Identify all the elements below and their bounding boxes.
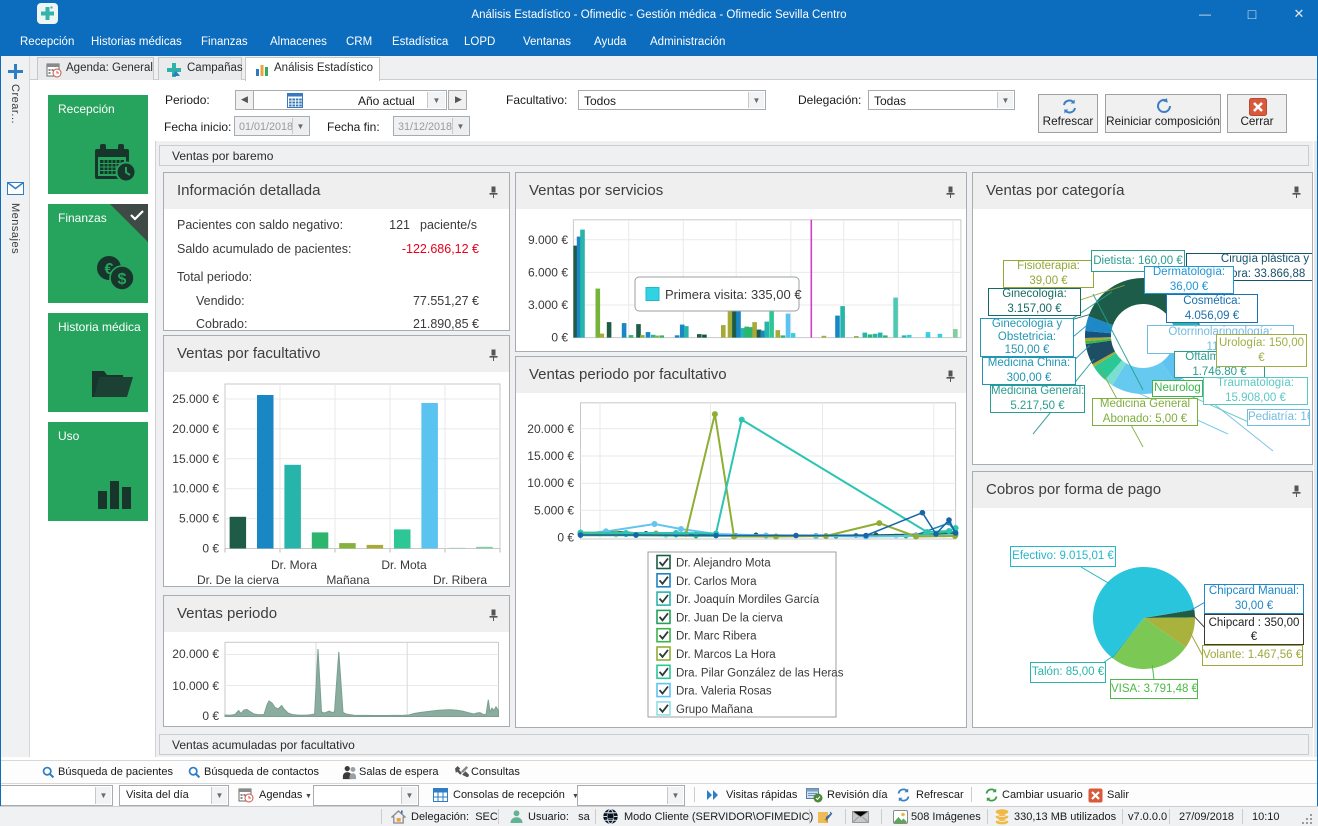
svg-text:Primera visita: 335,00 €: Primera visita: 335,00 € <box>665 287 802 302</box>
svg-text:25.000 €: 25.000 € <box>172 392 219 406</box>
svg-text:Dr. Joaquín Mordiles García: Dr. Joaquín Mordiles García <box>676 594 820 606</box>
svg-text:10.000 €: 10.000 € <box>172 679 219 693</box>
svg-text:5.000 €: 5.000 € <box>534 503 574 517</box>
svg-text:Mañana: Mañana <box>326 573 370 586</box>
svg-text:20.000 €: 20.000 € <box>172 422 219 436</box>
svg-text:Dr. Alejandro Mota: Dr. Alejandro Mota <box>676 558 771 570</box>
svg-text:Dra. Valeria Rosas: Dra. Valeria Rosas <box>676 686 772 698</box>
svg-text:3.000 €: 3.000 € <box>528 298 568 312</box>
svg-text:10.000 €: 10.000 € <box>172 482 219 496</box>
svg-text:Dr. Marcos La Hora: Dr. Marcos La Hora <box>676 649 776 661</box>
svg-text:9.000 €: 9.000 € <box>528 233 568 247</box>
svg-text:€: € <box>105 261 114 278</box>
svg-text:Dr. Carlos Mora: Dr. Carlos Mora <box>676 576 757 588</box>
svg-text:20.000 €: 20.000 € <box>527 422 574 436</box>
svg-text:Dr. Mota: Dr. Mota <box>381 558 427 572</box>
svg-text:Dr. De la cierva: Dr. De la cierva <box>197 573 279 586</box>
svg-text:0 €: 0 € <box>551 331 568 345</box>
svg-text:0 €: 0 € <box>557 531 574 545</box>
svg-text:0 €: 0 € <box>202 542 219 556</box>
svg-text:Dr. Mora: Dr. Mora <box>271 558 317 572</box>
svg-text:6.000 €: 6.000 € <box>528 265 568 279</box>
svg-text:Dr. Juan De la cierva: Dr. Juan De la cierva <box>676 612 783 624</box>
svg-text:0 €: 0 € <box>202 709 219 723</box>
svg-text:Dr. Ribera: Dr. Ribera <box>433 573 487 586</box>
svg-text:$: $ <box>118 271 127 288</box>
svg-text:Grupo Mañana: Grupo Mañana <box>676 704 753 716</box>
svg-text:Dra. Pilar González de las Her: Dra. Pilar González de las Heras <box>676 667 844 679</box>
svg-text:15.000 €: 15.000 € <box>172 452 219 466</box>
svg-text:20.000 €: 20.000 € <box>172 647 219 661</box>
svg-text:Dr. Marc Ribera: Dr. Marc Ribera <box>676 631 757 643</box>
svg-text:15.000 €: 15.000 € <box>527 449 574 463</box>
svg-text:10.000 €: 10.000 € <box>527 476 574 490</box>
svg-text:5.000 €: 5.000 € <box>179 512 219 526</box>
